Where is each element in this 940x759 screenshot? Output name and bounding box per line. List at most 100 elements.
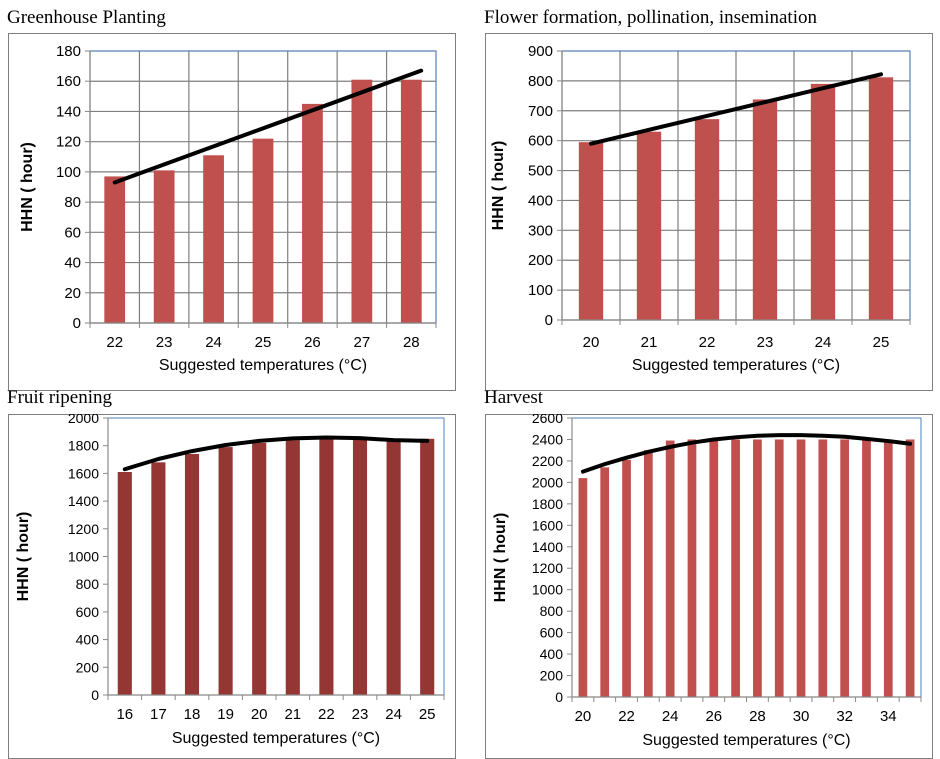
x-tick-label: 23 bbox=[156, 334, 173, 351]
y-tick-label: 600 bbox=[76, 604, 100, 620]
bar-19 bbox=[218, 447, 233, 695]
y-tick-label: 800 bbox=[76, 576, 100, 592]
bar-18 bbox=[184, 454, 200, 695]
x-tick-label: 20 bbox=[583, 334, 600, 351]
y-tick-label: 1200 bbox=[68, 521, 99, 537]
chart-4-harvest: 0 200 400 600 800 1000 1200 1400 1600 1800 2000 220… bbox=[485, 414, 933, 759]
x-tick-label: 23 bbox=[757, 334, 774, 351]
bar-23 bbox=[643, 450, 653, 697]
y-tick-label: 0 bbox=[91, 687, 99, 703]
y-tick-label: 1000 bbox=[532, 582, 563, 598]
bar-20 bbox=[578, 478, 588, 697]
x-tick-label: 27 bbox=[354, 334, 371, 351]
y-tick-label: 200 bbox=[528, 252, 553, 269]
y-tick-label: 60 bbox=[64, 224, 81, 241]
y-tick-label: 200 bbox=[76, 659, 100, 675]
bar-24 bbox=[203, 155, 224, 323]
y-tick-label: 500 bbox=[528, 163, 553, 180]
y-tick-label: 2000 bbox=[68, 414, 99, 426]
y-tick-label: 600 bbox=[528, 133, 553, 150]
y-tick-label: 2200 bbox=[532, 453, 563, 469]
y-tick-label: 200 bbox=[540, 668, 564, 684]
x-tick-label: 24 bbox=[385, 706, 402, 723]
y-tick-label: 800 bbox=[528, 73, 553, 90]
y-tick-label: 2000 bbox=[532, 474, 563, 490]
x-tick-label: 21 bbox=[284, 706, 301, 723]
x-tick-label: 21 bbox=[641, 334, 658, 351]
y-tick-label: 1200 bbox=[532, 560, 563, 576]
bar-20 bbox=[578, 142, 604, 320]
bar-16 bbox=[117, 472, 132, 695]
x-tick-label: 28 bbox=[749, 708, 766, 725]
x-tick-label: 34 bbox=[880, 708, 897, 725]
x-tick-label: 26 bbox=[304, 334, 321, 351]
bar-27 bbox=[731, 439, 740, 697]
bar-25 bbox=[868, 77, 894, 321]
trendline bbox=[589, 72, 883, 146]
trendline bbox=[122, 435, 430, 472]
bar-21 bbox=[636, 131, 662, 320]
bar-23 bbox=[153, 170, 175, 323]
x-tick-label: 24 bbox=[205, 334, 222, 351]
x-axis-title: Suggested temperatures (°C) bbox=[642, 732, 850, 749]
bar-31 bbox=[818, 439, 828, 697]
x-axis-title: Suggested temperatures (°C) bbox=[172, 730, 380, 747]
chart-2-flower-formation: 0 100 200 300 400 500 600 700 800 900 20 21 22 23 24 25… bbox=[485, 33, 933, 391]
x-tick-label: 26 bbox=[705, 708, 722, 725]
y-tick-label: 120 bbox=[56, 134, 81, 151]
chart-3-fruit-ripening: 0 200 400 600 800 1000 1200 1400 1600 1800 2000 16 1… bbox=[8, 414, 456, 759]
x-tick-label: 23 bbox=[352, 706, 369, 723]
bar-33 bbox=[862, 439, 871, 697]
y-tick-label: 400 bbox=[528, 192, 553, 209]
bar-32 bbox=[840, 439, 850, 697]
x-tick-label: 16 bbox=[116, 706, 133, 723]
x-tick-label: 32 bbox=[836, 708, 853, 725]
y-tick-label: 1400 bbox=[532, 539, 563, 555]
bar-26 bbox=[709, 439, 719, 697]
y-tick-label: 1400 bbox=[68, 493, 99, 509]
bar-24 bbox=[665, 440, 675, 697]
y-tick-label: 1800 bbox=[68, 438, 99, 454]
y-tick-label: 1000 bbox=[68, 549, 99, 565]
y-tick-label: 400 bbox=[540, 646, 564, 662]
trendline bbox=[112, 68, 424, 185]
y-tick-label: 160 bbox=[56, 73, 81, 90]
bar-24 bbox=[386, 438, 401, 695]
bar-24 bbox=[810, 83, 836, 320]
bar-21 bbox=[285, 440, 300, 695]
bar-26 bbox=[302, 103, 323, 323]
y-tick-label: 140 bbox=[56, 103, 81, 120]
x-axis-title: Suggested temperatures (°C) bbox=[632, 357, 840, 374]
x-tick-label: 22 bbox=[106, 334, 123, 351]
bar-21 bbox=[600, 467, 610, 697]
y-tick-label: 0 bbox=[555, 689, 563, 705]
y-tick-label: 2600 bbox=[532, 414, 563, 426]
chart-frame bbox=[485, 414, 933, 759]
bar-22 bbox=[104, 176, 126, 323]
bar-34 bbox=[883, 439, 893, 697]
bar-22 bbox=[694, 119, 720, 320]
y-tick-label: 80 bbox=[64, 194, 81, 211]
x-tick-label: 19 bbox=[217, 706, 234, 723]
chart-1-greenhouse-planting: 0 20 40 60 80 100 120 140 160 180 22 23 24 25 26 27 28 Su… bbox=[8, 33, 456, 391]
bar-25 bbox=[687, 439, 697, 697]
bar-23 bbox=[752, 99, 778, 320]
bar-35 bbox=[905, 439, 915, 697]
y-tick-label: 20 bbox=[64, 285, 81, 302]
y-tick-label: 1600 bbox=[68, 465, 99, 481]
y-tick-label: 180 bbox=[56, 43, 81, 60]
chart-4-title: Harvest bbox=[484, 387, 544, 408]
x-tick-label: 25 bbox=[873, 334, 890, 351]
trendline bbox=[580, 433, 913, 474]
y-tick-label: 1800 bbox=[532, 496, 563, 512]
bar-17 bbox=[151, 462, 166, 695]
x-tick-label: 24 bbox=[815, 334, 832, 351]
bar-22 bbox=[622, 459, 631, 697]
x-tick-label: 22 bbox=[318, 706, 335, 723]
x-tick-label: 22 bbox=[618, 708, 635, 725]
chart-2-title: Flower formation, pollination, inseminat… bbox=[484, 7, 817, 28]
bar-28 bbox=[400, 79, 422, 323]
x-tick-label: 30 bbox=[793, 708, 810, 725]
x-tick-label: 25 bbox=[419, 706, 436, 723]
bar-20 bbox=[252, 442, 267, 695]
